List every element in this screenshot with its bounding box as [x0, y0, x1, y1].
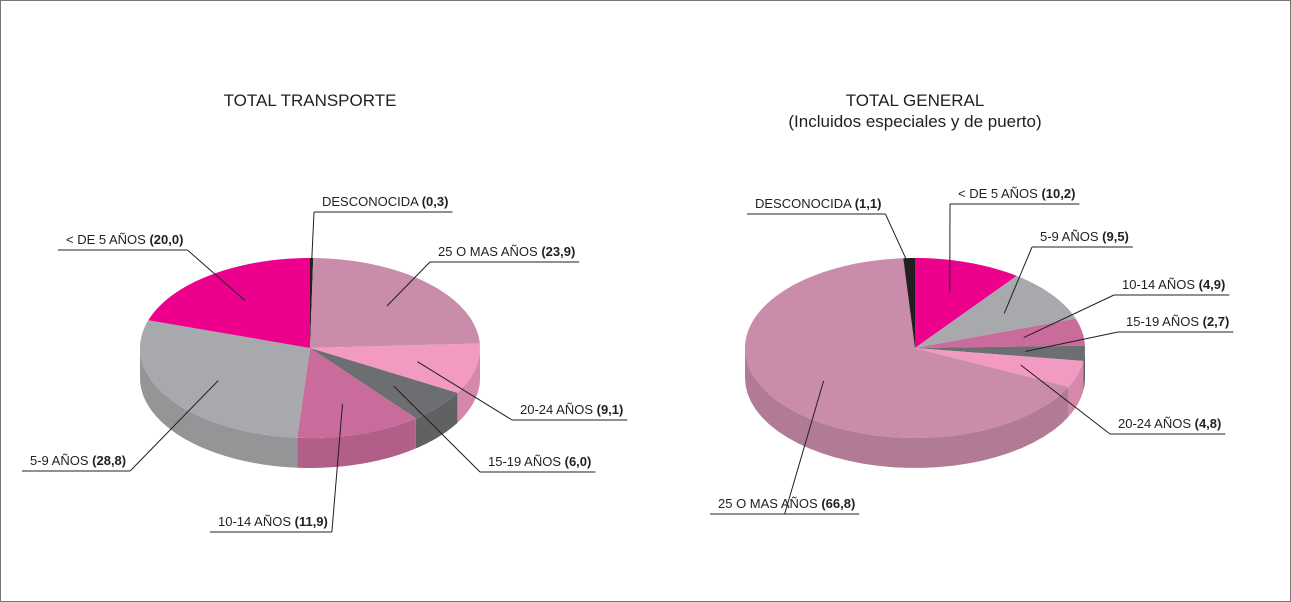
slice-value: (9,1)	[597, 402, 624, 417]
pie-slice	[310, 258, 480, 348]
slice-name: 5-9 AÑOS	[30, 453, 89, 468]
leader-line	[884, 213, 911, 268]
pie	[745, 258, 1085, 468]
chart-title: TOTAL GENERAL	[846, 91, 985, 110]
slice-name: DESCONOCIDA	[755, 196, 852, 211]
chart-title: TOTAL TRANSPORTE	[224, 91, 397, 110]
leader-line	[1003, 246, 1033, 314]
pie-side	[415, 392, 458, 449]
chart-subtitle: (Incluidos especiales y de puerto)	[788, 112, 1041, 131]
slice-value: (4,9)	[1199, 277, 1226, 292]
leader-line	[310, 211, 315, 268]
slice-name: 20-24 AÑOS	[520, 402, 593, 417]
slice-label: 10-14 AÑOS (11,9)	[218, 514, 328, 529]
pie-slice	[915, 275, 1076, 348]
slice-name: 5-9 AÑOS	[1040, 229, 1099, 244]
leader-line	[417, 361, 513, 421]
slice-label: < DE 5 AÑOS (10,2)	[958, 186, 1075, 201]
leader-line	[784, 380, 825, 515]
leader-line	[331, 403, 343, 533]
pie-slice	[140, 320, 310, 438]
slice-name: < DE 5 AÑOS	[66, 232, 146, 247]
pie-slice	[148, 258, 310, 348]
slice-name: 15-19 AÑOS	[1126, 314, 1199, 329]
slice-name: 15-19 AÑOS	[488, 454, 561, 469]
slice-value: (23,9)	[541, 244, 575, 259]
leader-line	[1020, 364, 1111, 435]
pie-side	[1068, 360, 1084, 417]
slice-value: (9,5)	[1102, 229, 1129, 244]
slice-value: (4,8)	[1195, 416, 1222, 431]
pie-side	[1083, 348, 1085, 391]
slice-name: 10-14 AÑOS	[218, 514, 291, 529]
slice-label: 25 O MAS AÑOS (66,8)	[718, 496, 855, 511]
slice-name: < DE 5 AÑOS	[958, 186, 1038, 201]
slice-label: DESCONOCIDA (0,3)	[322, 194, 448, 209]
slice-value: (10,2)	[1041, 186, 1075, 201]
pie-side	[297, 418, 416, 468]
slice-name: 25 O MAS AÑOS	[438, 244, 538, 259]
slice-label: 25 O MAS AÑOS (23,9)	[438, 244, 575, 259]
slice-value: (0,3)	[422, 194, 449, 209]
slice-value: (28,8)	[92, 453, 126, 468]
slice-label: 20-24 AÑOS (9,1)	[520, 402, 623, 417]
pie-slice	[310, 343, 480, 393]
slice-name: 25 O MAS AÑOS	[718, 496, 818, 511]
leader-line	[393, 385, 481, 473]
slice-value: (66,8)	[821, 496, 855, 511]
pie-slice	[310, 348, 458, 419]
pie-side	[140, 348, 298, 468]
slice-name: 10-14 AÑOS	[1122, 277, 1195, 292]
pie-slice	[297, 348, 416, 438]
leader-line	[187, 249, 246, 302]
pie-slice	[915, 318, 1085, 348]
pie-slice	[915, 258, 1017, 348]
slice-value: (2,7)	[1203, 314, 1230, 329]
pie-slice	[915, 345, 1085, 361]
slice-label: DESCONOCIDA (1,1)	[755, 196, 881, 211]
slice-value: (20,0)	[149, 232, 183, 247]
slice-label: 5-9 AÑOS (9,5)	[1040, 229, 1129, 244]
leader-line	[1023, 294, 1115, 339]
pie-side	[457, 348, 480, 423]
slice-label: 10-14 AÑOS (4,9)	[1122, 277, 1225, 292]
slice-value: (6,0)	[565, 454, 592, 469]
slice-label: 20-24 AÑOS (4,8)	[1118, 416, 1221, 431]
leader-line	[129, 380, 219, 472]
slice-name: 20-24 AÑOS	[1118, 416, 1191, 431]
slice-label: < DE 5 AÑOS (20,0)	[66, 232, 183, 247]
slice-label: 5-9 AÑOS (28,8)	[30, 453, 126, 468]
leader-line	[386, 261, 431, 307]
slice-label: 15-19 AÑOS (6,0)	[488, 454, 591, 469]
pie-slice	[310, 258, 314, 348]
pie-slice	[915, 348, 1084, 387]
pie	[140, 258, 480, 468]
pie-slice	[903, 258, 915, 348]
slice-value: (11,9)	[295, 514, 328, 529]
pie-side	[745, 348, 1069, 468]
slice-label: 15-19 AÑOS (2,7)	[1126, 314, 1229, 329]
pie-slice	[745, 258, 1069, 438]
leader-line	[1025, 331, 1119, 352]
slice-value: (1,1)	[855, 196, 882, 211]
slice-name: DESCONOCIDA	[322, 194, 419, 209]
